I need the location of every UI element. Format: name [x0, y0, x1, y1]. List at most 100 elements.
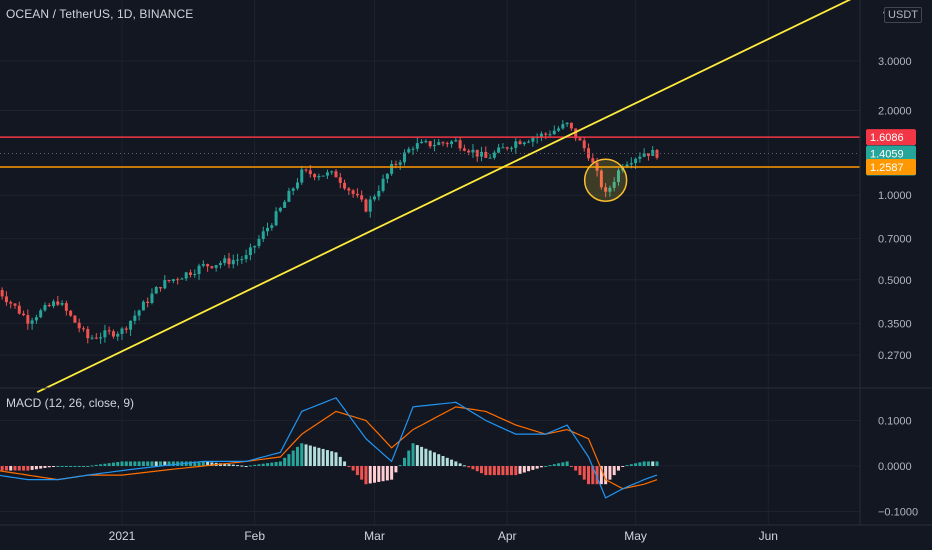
macd-histogram-bar	[642, 461, 646, 466]
candle-body	[642, 153, 646, 157]
candle-body	[454, 140, 458, 142]
candle-body	[458, 140, 462, 149]
macd-histogram-bar	[240, 465, 244, 467]
macd-histogram-bar	[159, 461, 163, 466]
macd-histogram-bar	[17, 466, 21, 471]
candle-body	[450, 141, 454, 145]
macd-histogram-bar	[103, 463, 107, 466]
macd-histogram-bar	[283, 457, 287, 466]
candle-body	[163, 280, 167, 289]
grid-lines	[0, 0, 860, 525]
candle-body	[291, 188, 295, 191]
candle-body	[150, 293, 154, 303]
candle-body	[253, 245, 257, 248]
candle-body	[612, 181, 616, 188]
candle-body	[176, 279, 180, 281]
macd-histogram-bar	[591, 466, 595, 485]
candle-body	[86, 329, 90, 339]
candle-body	[60, 303, 64, 305]
macd-histogram-bar	[308, 445, 312, 466]
price-tick-label: 3.0000	[878, 56, 912, 68]
macd-histogram-bar	[0, 466, 4, 471]
candle-body	[90, 337, 94, 339]
macd-histogram-bar	[99, 464, 103, 466]
macd-histogram-bar	[154, 461, 158, 466]
candle-body	[308, 170, 312, 175]
price-tick-label: 0.5000	[878, 275, 912, 287]
candle-body	[467, 150, 471, 153]
candle-body	[34, 317, 38, 321]
candle-body	[591, 158, 595, 163]
macd-histogram-bar	[616, 466, 620, 471]
macd-histogram-bar	[360, 466, 364, 480]
time-axis-label: Feb	[244, 529, 265, 543]
candle-body	[351, 190, 355, 194]
price-tick-label: 1.0000	[878, 190, 912, 202]
candle-body	[441, 142, 445, 144]
macd-histogram-bar	[210, 462, 214, 466]
macd-indicator-title[interactable]: MACD (12, 26, close, 9)	[6, 396, 135, 410]
candle-body	[193, 273, 197, 275]
candle-body	[73, 315, 77, 323]
macd-histogram-bar	[437, 454, 441, 466]
macd-histogram-bar	[56, 466, 60, 467]
macd-histogram-bar	[193, 461, 197, 466]
candle-body	[501, 147, 505, 149]
candle-body	[261, 231, 265, 239]
macd-histogram-bar	[454, 461, 458, 466]
currency-label[interactable]: USDT	[884, 7, 922, 23]
macd-histogram-bar	[552, 464, 556, 466]
candle-body	[343, 182, 347, 189]
candle-body	[270, 225, 274, 228]
candle-body	[210, 266, 214, 268]
candle-body	[394, 164, 398, 166]
candle-body	[381, 178, 385, 191]
macd-histogram-bar	[343, 461, 347, 466]
candle-body	[330, 171, 334, 173]
candle-body	[347, 188, 351, 191]
macd-histogram-bar	[4, 466, 8, 471]
macd-histogram-bar	[625, 465, 629, 467]
macd-histogram-bar	[9, 466, 13, 471]
candle-body	[283, 201, 287, 208]
candle-body	[574, 128, 578, 139]
candle-body	[304, 169, 308, 171]
macd-histogram-bar	[544, 466, 548, 467]
candle-body	[52, 301, 56, 307]
candle-body	[227, 258, 231, 265]
candle-body	[616, 170, 620, 182]
candle-body	[497, 147, 501, 153]
macd-histogram-bar	[248, 465, 252, 467]
candle-body	[646, 153, 650, 156]
macd-histogram-bar	[514, 466, 518, 476]
candle-body	[103, 330, 107, 338]
macd-histogram-bar	[73, 466, 77, 467]
macd-histogram-bar	[394, 466, 398, 473]
macd-histogram-bar	[574, 466, 578, 471]
macd-histogram-bar	[522, 466, 526, 473]
horizontal-levels[interactable]	[0, 136, 860, 168]
candle-body	[257, 238, 261, 246]
macd-histogram-bar	[604, 466, 608, 485]
macd-histogram-bar	[52, 466, 56, 467]
candle-body	[4, 296, 8, 303]
macd-histogram-bar	[325, 450, 329, 466]
candle-body	[539, 133, 543, 137]
macd-histogram-bar	[415, 445, 419, 466]
macd-histogram-bar	[351, 466, 355, 471]
candle-body	[509, 147, 513, 149]
candle-body	[569, 122, 573, 129]
candle-body	[599, 170, 603, 188]
candle-body	[236, 259, 240, 261]
trendline-group[interactable]	[36, 0, 856, 394]
candle-body	[415, 143, 419, 149]
macd-histogram-bar	[445, 457, 449, 466]
candle-body	[484, 151, 488, 158]
candle-body	[129, 320, 133, 330]
macd-histogram-bar	[467, 466, 471, 468]
candle-body	[244, 255, 248, 260]
macd-histogram-bar	[608, 466, 612, 480]
macd-histogram-bar	[621, 466, 625, 467]
